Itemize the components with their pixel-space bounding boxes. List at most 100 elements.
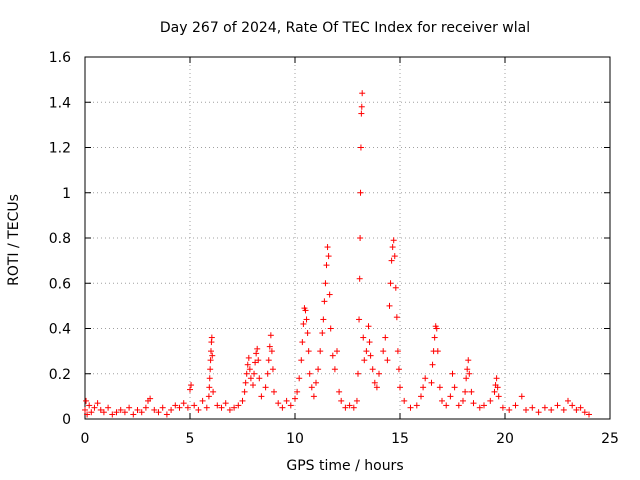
data-point (541, 404, 548, 411)
y-tick-label: 0.6 (49, 276, 71, 292)
data-point (560, 406, 567, 413)
data-point (326, 291, 333, 298)
data-point (499, 404, 506, 411)
data-point (187, 386, 193, 393)
data-point (155, 409, 162, 416)
data-point (205, 393, 212, 400)
data-point (296, 375, 303, 382)
data-point (254, 345, 261, 352)
data-point (253, 350, 260, 357)
data-point (271, 388, 277, 395)
data-point (387, 280, 394, 287)
data-point (279, 404, 286, 411)
data-point (264, 370, 271, 377)
data-point (321, 298, 328, 305)
data-point (418, 393, 424, 400)
data-point (250, 382, 256, 389)
x-tick-label: 5 (186, 431, 195, 447)
data-point (393, 314, 400, 321)
data-point (346, 402, 353, 409)
data-point (241, 388, 248, 395)
x-axis-label: GPS time / hours (286, 458, 403, 474)
chart-title: Day 267 of 2024, Rate Of TEC Index for r… (160, 20, 530, 36)
data-point (397, 384, 403, 391)
data-point (476, 404, 483, 411)
data-point (247, 375, 254, 382)
data-point (317, 348, 324, 355)
data-point (126, 404, 133, 411)
data-point (360, 334, 367, 341)
data-point (188, 382, 195, 389)
data-point (210, 388, 217, 395)
data-point (356, 275, 363, 282)
data-point (168, 406, 175, 413)
data-point (208, 348, 214, 355)
data-point (353, 397, 360, 404)
data-point (324, 244, 331, 251)
data-point (336, 388, 343, 395)
data-point (331, 366, 338, 373)
data-point (242, 379, 249, 386)
data-point (226, 406, 233, 413)
data-point (420, 384, 427, 391)
data-point (569, 402, 576, 409)
data-point (384, 357, 391, 364)
data-point (94, 400, 101, 407)
data-point (428, 379, 435, 386)
data-point (258, 393, 265, 400)
data-point (334, 348, 340, 355)
data-point (322, 280, 329, 287)
data-point (134, 406, 141, 413)
data-point (97, 406, 104, 413)
data-point (151, 406, 158, 413)
data-point (199, 397, 206, 404)
data-point (105, 404, 112, 411)
data-point (100, 409, 107, 416)
data-point (292, 395, 298, 402)
data-point (455, 402, 462, 409)
data-point (495, 393, 502, 400)
y-tick-label: 0 (62, 412, 71, 428)
data-point (464, 366, 471, 373)
x-tick-label: 15 (391, 431, 409, 447)
data-point (367, 352, 374, 359)
data-point (207, 366, 214, 373)
data-point (239, 397, 246, 404)
data-point (303, 316, 310, 323)
data-point (554, 402, 561, 409)
data-point (176, 404, 183, 411)
data-point (422, 375, 429, 382)
data-point (313, 379, 319, 386)
x-tick-label: 20 (496, 431, 514, 447)
data-point (109, 411, 116, 418)
data-point (206, 375, 213, 382)
data-point (366, 339, 373, 346)
data-point (465, 357, 472, 364)
data-point (184, 404, 191, 411)
data-point (195, 406, 202, 413)
data-point (413, 402, 420, 409)
data-point (373, 384, 380, 391)
data-point (214, 402, 221, 409)
data-point (389, 244, 396, 251)
data-point (91, 404, 98, 411)
data-point (265, 357, 272, 364)
data-point (306, 370, 313, 377)
x-tick-label: 10 (286, 431, 304, 447)
data-point (535, 409, 542, 416)
data-point (394, 348, 401, 355)
data-point (208, 334, 215, 341)
data-point (142, 404, 149, 411)
data-point (117, 406, 124, 413)
data-points (82, 90, 592, 418)
data-point (251, 370, 258, 377)
data-point (231, 404, 238, 411)
y-axis-label: ROTI / TECUs (6, 194, 22, 286)
data-point (246, 366, 253, 373)
data-point (548, 406, 555, 413)
data-point (320, 316, 327, 323)
data-point (573, 406, 580, 413)
data-point (460, 397, 466, 404)
data-point (235, 402, 242, 409)
